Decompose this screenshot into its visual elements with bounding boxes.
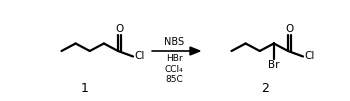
Text: 2: 2 <box>261 82 269 95</box>
Text: Cl: Cl <box>304 52 314 62</box>
Text: Br: Br <box>268 60 280 70</box>
Text: 1: 1 <box>81 82 89 95</box>
Text: O: O <box>285 24 293 34</box>
Text: O: O <box>115 24 123 34</box>
Text: HBr
CCl₄
85C: HBr CCl₄ 85C <box>164 54 183 85</box>
Text: Cl: Cl <box>134 52 145 62</box>
Text: NBS: NBS <box>164 37 184 47</box>
Polygon shape <box>190 47 200 55</box>
